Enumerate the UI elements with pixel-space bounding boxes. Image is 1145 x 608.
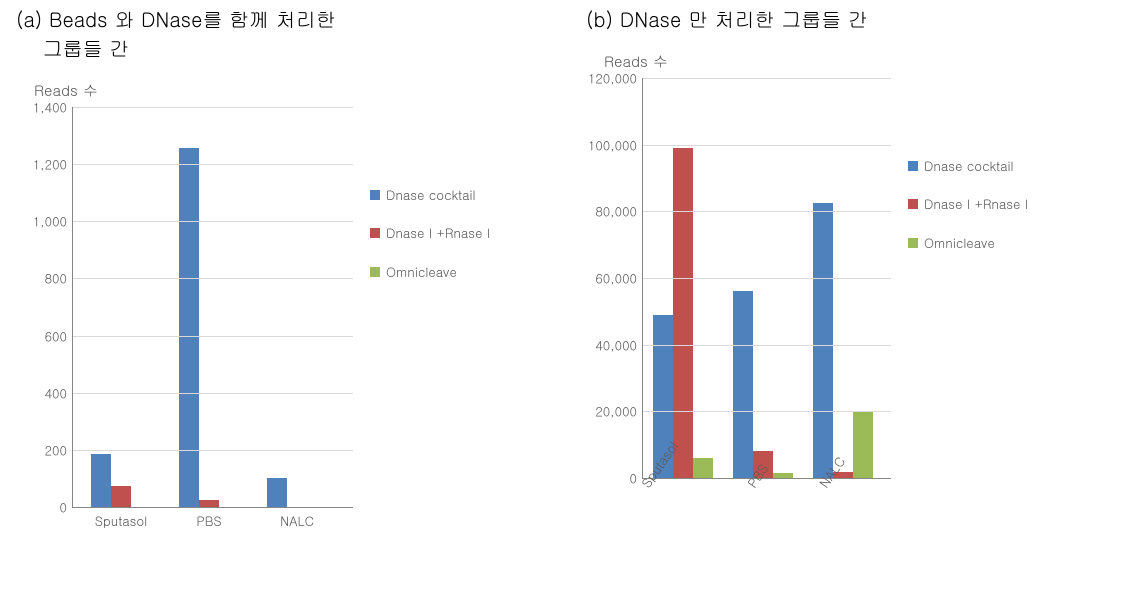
panel-a-bars	[73, 107, 353, 507]
gridline	[73, 450, 353, 451]
gridline	[643, 211, 891, 212]
panel-a-axes: 02004006008001,0001,2001,400SputasolPBSN…	[10, 107, 352, 567]
panel-b-title: (b) DNase 만 처리한 그룹들 간	[580, 0, 1140, 51]
panel-b-legend: Dnase cocktail Dnase I +Rnase I Omnicleave	[908, 158, 1048, 273]
legend-label: Dnase I +Rnase I	[386, 225, 490, 241]
legend-item: Omnicleave	[908, 235, 1048, 251]
bar	[853, 411, 873, 478]
panel-a-title: (a) Beads 와 DNase를 함께 처리한 그룹들 간	[10, 0, 570, 80]
bar	[673, 148, 693, 478]
bar	[199, 500, 219, 507]
panel-a-plot: 02004006008001,0001,2001,400SputasolPBSN…	[72, 107, 353, 508]
legend-label: Omnicleave	[924, 235, 995, 251]
legend-swatch	[908, 199, 918, 209]
panel-b-axes: 020,00040,00060,00080,000100,000120,000S…	[580, 78, 890, 538]
legend-label: Omnicleave	[386, 264, 457, 280]
ytick-label: 200	[45, 440, 73, 459]
bar	[733, 291, 753, 478]
bar	[693, 458, 713, 478]
xcat-label: Sputasol	[95, 507, 148, 530]
legend-swatch	[370, 267, 380, 277]
bar	[267, 478, 287, 507]
gridline	[643, 411, 891, 412]
ytick-label: 1,400	[33, 98, 73, 117]
bar	[813, 203, 833, 478]
legend-item: Dnase cocktail	[908, 158, 1048, 174]
gridline	[73, 393, 353, 394]
legend-swatch	[908, 161, 918, 171]
gridline	[73, 278, 353, 279]
ytick-label: 1,000	[33, 212, 73, 231]
legend-swatch	[908, 238, 918, 248]
legend-item: Omnicleave	[370, 264, 510, 280]
panel-a-ylabel: Reads 수	[10, 80, 570, 101]
panel-a: (a) Beads 와 DNase를 함께 처리한 그룹들 간 Reads 수 …	[10, 0, 570, 567]
gridline	[73, 107, 353, 108]
panel-b-chart-block: 020,00040,00060,00080,000100,000120,000S…	[580, 78, 1140, 538]
legend-swatch	[370, 228, 380, 238]
gridline	[73, 221, 353, 222]
legend-swatch	[370, 190, 380, 200]
gridline	[643, 345, 891, 346]
legend-label: Dnase cocktail	[924, 158, 1014, 174]
legend-label: Dnase cocktail	[386, 187, 476, 203]
ytick-label: 400	[45, 383, 73, 402]
panel-a-legend: Dnase cocktail Dnase I +Rnase I Omnicleave	[370, 187, 510, 302]
xcat-label: PBS	[196, 507, 221, 530]
legend-item: Dnase I +Rnase I	[908, 196, 1048, 212]
ytick-label: 600	[45, 326, 73, 345]
gridline	[643, 278, 891, 279]
gridline	[73, 336, 353, 337]
ytick-label: 800	[45, 269, 73, 288]
ytick-label: 0	[60, 498, 73, 517]
gridline	[73, 164, 353, 165]
bar	[179, 148, 199, 507]
panel-b-ylabel: Reads 수	[580, 51, 1140, 72]
ytick-label: 120,000	[588, 69, 643, 88]
legend-item: Dnase cocktail	[370, 187, 510, 203]
panel-b-plot: 020,00040,00060,00080,000100,000120,000S…	[642, 78, 891, 479]
ytick-label: 100,000	[588, 135, 643, 154]
gridline	[643, 78, 891, 79]
ytick-label: 1,200	[33, 155, 73, 174]
ytick-label: 20,000	[595, 402, 643, 421]
ytick-label: 80,000	[595, 202, 643, 221]
bar	[91, 454, 111, 507]
legend-label: Dnase I +Rnase I	[924, 196, 1028, 212]
panel-a-chart-block: 02004006008001,0001,2001,400SputasolPBSN…	[10, 107, 570, 567]
bar	[111, 486, 131, 507]
panel-b: (b) DNase 만 처리한 그룹들 간 Reads 수 020,00040,…	[580, 0, 1140, 538]
ytick-label: 40,000	[595, 335, 643, 354]
bar	[773, 473, 793, 478]
xcat-label: NALC	[280, 507, 314, 530]
gridline	[643, 145, 891, 146]
ytick-label: 60,000	[595, 269, 643, 288]
legend-item: Dnase I +Rnase I	[370, 225, 510, 241]
